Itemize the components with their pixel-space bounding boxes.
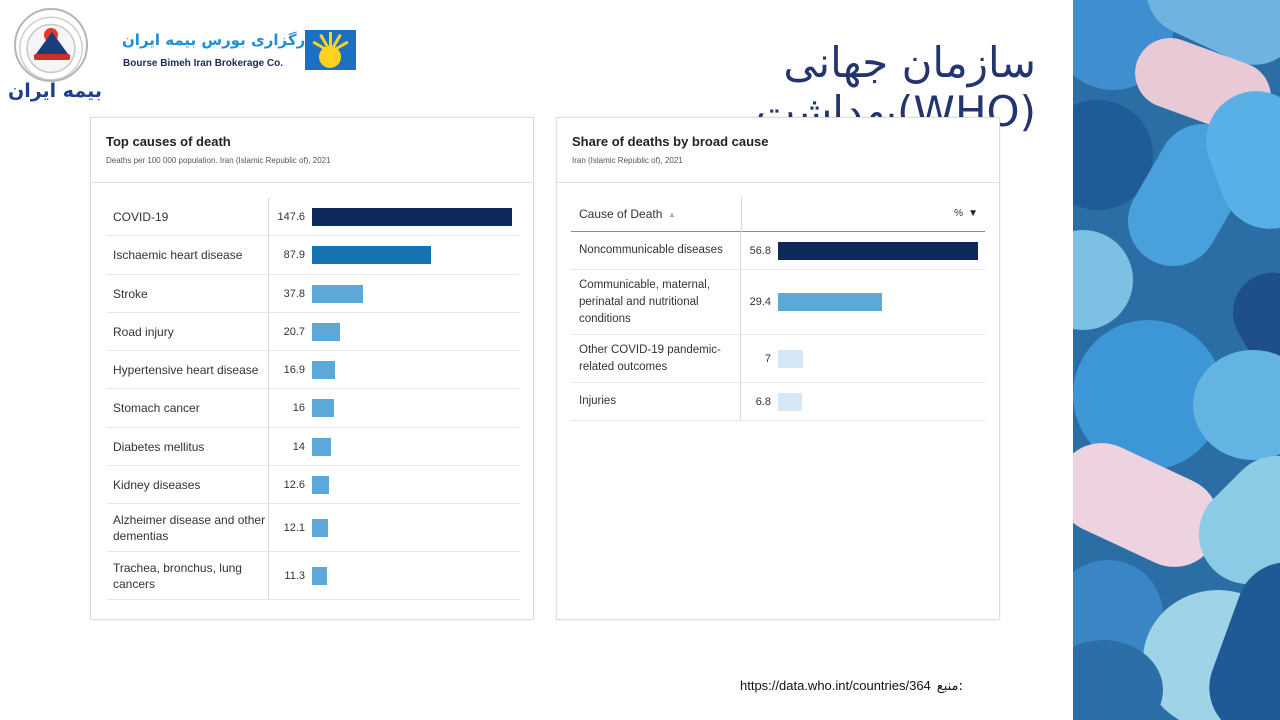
death-rate-value: 16.9 bbox=[283, 363, 305, 376]
table-row: COVID-19 147.6 bbox=[107, 198, 519, 236]
cause-column-header[interactable]: Cause of Death bbox=[579, 207, 663, 221]
bar-mark bbox=[778, 241, 978, 260]
cause-label: Stroke bbox=[107, 275, 269, 312]
broad-cause-table: Noncommunicable diseases 56.8 Communicable… bbox=[571, 232, 985, 421]
cause-label: Stomach cancer bbox=[107, 389, 269, 427]
table-row: Hypertensive heart disease 16.9 bbox=[107, 351, 519, 389]
insurer-logo-text: بیمه ایران bbox=[8, 80, 102, 102]
death-rate-value: 147.6 bbox=[277, 210, 305, 223]
table-row: Diabetes mellitus 14 bbox=[107, 428, 519, 466]
share-percent-value: 29.4 bbox=[749, 296, 771, 308]
card-title: Share of deaths by broad cause bbox=[572, 134, 769, 149]
bar-mark bbox=[312, 475, 329, 494]
bar-mark bbox=[778, 392, 802, 411]
death-rate-value: 87.9 bbox=[283, 249, 305, 261]
source-note: https://data.who.int/countries/364 منبع: bbox=[740, 678, 963, 694]
cause-label: Communicable, maternal, perinatal and nu… bbox=[571, 270, 741, 334]
card-subtitle: Deaths per 100 000 population. Iran (Isl… bbox=[106, 156, 331, 165]
pills-background-image bbox=[1073, 0, 1280, 720]
cause-label: Kidney diseases bbox=[107, 466, 269, 503]
mountain-icon bbox=[36, 32, 68, 54]
bar-mark bbox=[312, 437, 331, 456]
broker-sun-logo-icon bbox=[305, 30, 356, 70]
table-row: Injuries 6.8 bbox=[571, 383, 985, 421]
bar-mark bbox=[312, 207, 512, 226]
table-row: Alzheimer disease and other dementias 12.… bbox=[107, 504, 519, 552]
source-url[interactable]: https://data.who.int/countries/364 bbox=[740, 678, 931, 693]
insurer-seal-logo bbox=[14, 8, 88, 82]
bar-mark bbox=[312, 360, 335, 379]
top-causes-card: Top causes of death Deaths per 100 000 p… bbox=[90, 117, 534, 620]
table-row: Noncommunicable diseases 56.8 bbox=[571, 232, 985, 270]
death-rate-value: 14 bbox=[292, 440, 305, 453]
bar-mark bbox=[778, 293, 882, 311]
card-subtitle: Iran (Islamic Republic of), 2021 bbox=[572, 156, 683, 165]
table-header: Cause of Death ▲ % ▼ bbox=[571, 198, 985, 232]
share-percent-value: 7 bbox=[764, 352, 771, 365]
percent-column-header[interactable]: % bbox=[954, 208, 963, 219]
cause-label: Road injury bbox=[107, 313, 269, 350]
bar-mark bbox=[312, 246, 431, 264]
sort-ascending-icon[interactable]: ▲ bbox=[668, 210, 676, 219]
bar-mark bbox=[312, 518, 328, 537]
cause-label: Diabetes mellitus bbox=[107, 428, 269, 465]
cause-label: Injuries bbox=[571, 383, 741, 420]
share-percent-value: 6.8 bbox=[755, 395, 771, 408]
broker-name-en: Bourse Bimeh Iran Brokerage Co. bbox=[123, 58, 284, 69]
table-row: Other COVID-19 pandemic-related outcomes… bbox=[571, 335, 985, 383]
table-row: Ischaemic heart disease 87.9 bbox=[107, 236, 519, 275]
source-label: منبع: bbox=[936, 679, 963, 694]
cause-label: Ischaemic heart disease bbox=[107, 236, 269, 274]
table-row: Road injury 20.7 bbox=[107, 313, 519, 351]
sort-descending-icon[interactable]: ▼ bbox=[968, 208, 978, 219]
bar-mark bbox=[312, 284, 363, 303]
bar-mark bbox=[312, 322, 340, 341]
death-rate-value: 11.3 bbox=[284, 569, 305, 582]
table-row: Stomach cancer 16 bbox=[107, 389, 519, 428]
table-row: Kidney diseases 12.6 bbox=[107, 466, 519, 504]
death-rate-value: 37.8 bbox=[283, 287, 305, 300]
death-rate-value: 20.7 bbox=[283, 325, 305, 338]
table-row: Stroke 37.8 bbox=[107, 275, 519, 313]
bar-mark bbox=[312, 566, 327, 585]
death-rate-value: 16 bbox=[292, 402, 305, 414]
cause-label: Alzheimer disease and other dementias bbox=[107, 504, 269, 551]
death-rate-value: 12.6 bbox=[283, 478, 305, 491]
cause-label: COVID-19 bbox=[107, 198, 269, 235]
broad-cause-card: Share of deaths by broad cause Iran (Isl… bbox=[556, 117, 1000, 620]
table-row: Communicable, maternal, perinatal and nu… bbox=[571, 270, 985, 335]
cause-label: Noncommunicable diseases bbox=[571, 232, 741, 269]
top-causes-table: COVID-19 147.6 Ischaemic heart disease 87.9… bbox=[107, 198, 519, 600]
bar-mark bbox=[312, 399, 334, 417]
cause-label: Hypertensive heart disease bbox=[107, 351, 269, 388]
broker-name-fa: کارگزاری بورس بیمه ایران bbox=[122, 31, 320, 49]
share-percent-value: 56.8 bbox=[749, 244, 771, 257]
death-rate-value: 12.1 bbox=[283, 521, 305, 534]
cause-label: Other COVID-19 pandemic-related outcomes bbox=[571, 335, 741, 382]
bar-mark bbox=[778, 349, 803, 368]
cause-label: Trachea, bronchus, lung cancers bbox=[107, 552, 269, 599]
card-title: Top causes of death bbox=[106, 134, 231, 149]
table-row: Trachea, bronchus, lung cancers 11.3 bbox=[107, 552, 519, 600]
